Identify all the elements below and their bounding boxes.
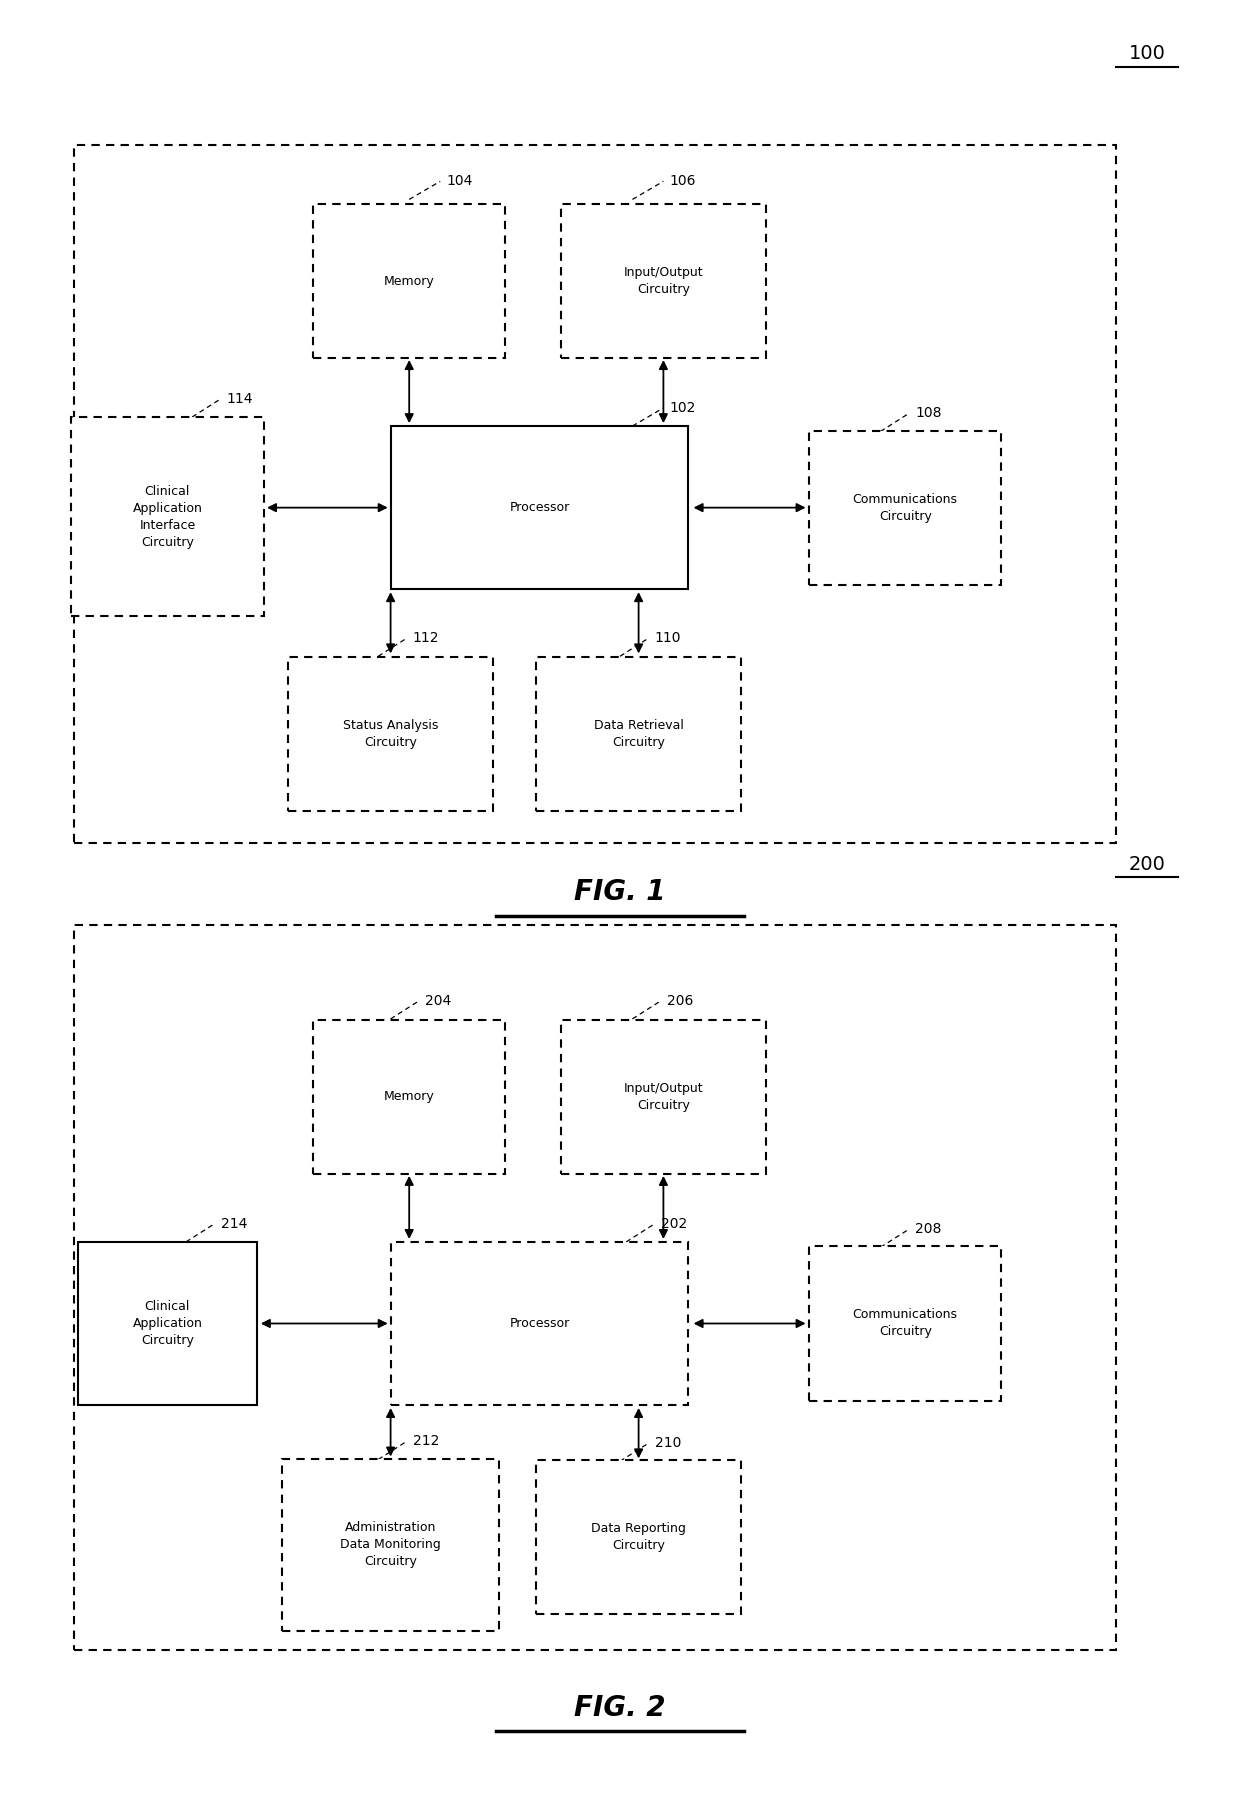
Text: 100: 100 <box>1128 45 1166 63</box>
Bar <box>536 1461 742 1614</box>
Text: FIG. 2: FIG. 2 <box>574 1693 666 1722</box>
Text: Input/Output
Circuitry: Input/Output Circuitry <box>624 1082 703 1111</box>
Text: Processor: Processor <box>510 500 569 515</box>
Text: Administration
Data Monitoring
Circuitry: Administration Data Monitoring Circuitry <box>340 1521 441 1568</box>
Bar <box>560 1019 766 1175</box>
Bar <box>78 1242 258 1405</box>
Text: 106: 106 <box>670 174 696 189</box>
Bar <box>283 1458 498 1632</box>
Text: Clinical
Application
Circuitry: Clinical Application Circuitry <box>133 1300 202 1347</box>
Text: 206: 206 <box>667 994 693 1008</box>
Text: 212: 212 <box>413 1434 439 1449</box>
Bar <box>74 145 1116 843</box>
Bar <box>808 1247 1002 1400</box>
Text: Memory: Memory <box>384 274 434 288</box>
Text: 214: 214 <box>221 1217 247 1231</box>
Text: 208: 208 <box>915 1222 941 1236</box>
Bar <box>312 203 506 359</box>
Bar <box>808 431 1002 584</box>
Text: Data Retrieval
Circuitry: Data Retrieval Circuitry <box>594 720 683 749</box>
Bar <box>391 426 688 589</box>
Text: Input/Output
Circuitry: Input/Output Circuitry <box>624 267 703 296</box>
Text: 210: 210 <box>655 1436 681 1450</box>
Text: 108: 108 <box>915 406 941 421</box>
Bar <box>288 658 492 812</box>
Text: FIG. 1: FIG. 1 <box>574 877 666 906</box>
Text: Status Analysis
Circuitry: Status Analysis Circuitry <box>343 720 438 749</box>
Text: Communications
Circuitry: Communications Circuitry <box>853 1309 957 1338</box>
Bar <box>72 417 264 616</box>
Text: Memory: Memory <box>384 1090 434 1104</box>
Text: 202: 202 <box>661 1217 687 1231</box>
Text: Processor: Processor <box>510 1316 569 1331</box>
Text: 112: 112 <box>413 631 439 645</box>
Text: 102: 102 <box>670 401 696 415</box>
Text: 204: 204 <box>425 994 451 1008</box>
Bar <box>74 925 1116 1650</box>
Text: 110: 110 <box>655 631 681 645</box>
Bar <box>536 658 742 812</box>
Text: Clinical
Application
Interface
Circuitry: Clinical Application Interface Circuitry <box>133 484 202 549</box>
Text: Data Reporting
Circuitry: Data Reporting Circuitry <box>591 1523 686 1552</box>
Bar <box>391 1242 688 1405</box>
Text: 104: 104 <box>446 174 472 189</box>
Text: Communications
Circuitry: Communications Circuitry <box>853 493 957 522</box>
Bar <box>560 203 766 359</box>
Bar <box>312 1019 506 1175</box>
Text: 200: 200 <box>1128 856 1166 874</box>
Text: 114: 114 <box>227 392 253 406</box>
